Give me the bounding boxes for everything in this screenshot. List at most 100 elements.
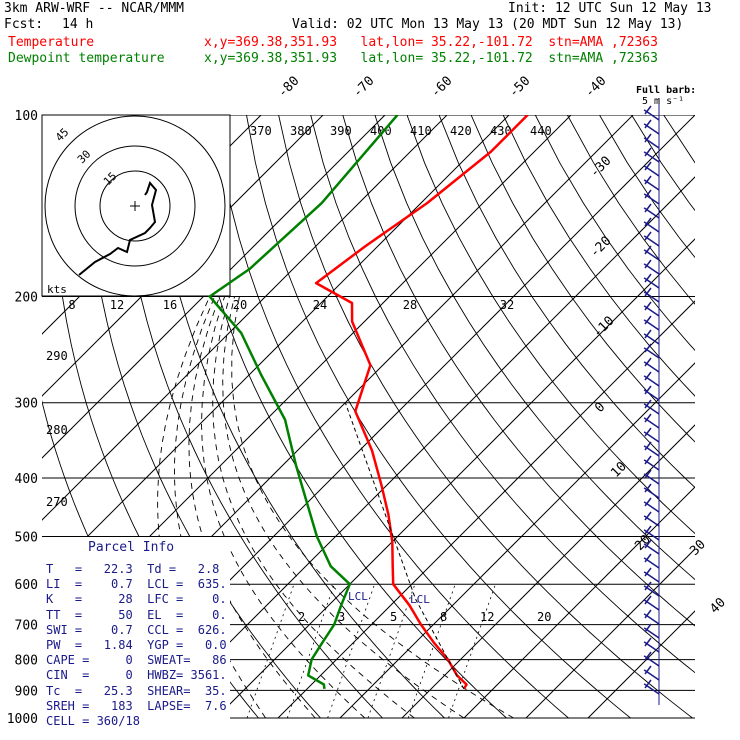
speed-tick-label: 20 <box>233 298 247 312</box>
parcel-info-row: PW = 1.84 YGP = 0.0 <box>46 638 227 653</box>
parcel-info-row: K = 28 LFC = 0. <box>46 592 227 607</box>
dry-adiabat-line <box>149 115 445 719</box>
hodograph-units-label: kts <box>47 283 67 296</box>
wind-barb-flag <box>644 623 652 633</box>
moist-adiabat-line <box>231 296 514 719</box>
dry-adiabat-line <box>310 115 695 674</box>
theta-label: 420 <box>450 124 472 138</box>
dewpoint-profile <box>208 115 399 690</box>
valid-time: Valid: 02 UTC Mon 13 May 13 (20 MDT Sun … <box>292 17 684 32</box>
wind-barb-flag <box>644 301 652 311</box>
dry-adiabat-line <box>534 115 695 351</box>
wind-barb-flag <box>644 511 652 521</box>
pressure-label: 600 <box>15 578 38 593</box>
wind-barb-flag <box>644 119 652 129</box>
wind-barb-flag <box>644 203 652 213</box>
dry-adiabat-line <box>406 115 695 535</box>
wind-barb-flag <box>644 217 652 227</box>
wind-barb-flag <box>644 553 652 563</box>
theta-label: 270 <box>46 495 68 509</box>
parcel-info-row: LI = 0.7 LCL = 635. <box>46 577 227 592</box>
wind-barb-flag <box>644 231 652 241</box>
pressure-label: 800 <box>15 654 38 669</box>
temperature-location: x,y=369.38,351.93 lat,lon= 35.22,-101.72… <box>204 35 658 50</box>
mixing-ratio-label: 12 <box>480 610 494 624</box>
parcel-info-row: SWI = 0.7 CCL = 626. <box>46 622 227 637</box>
parcel-path <box>344 402 465 690</box>
pressure-label: 1000 <box>7 712 38 727</box>
mixing-ratio-line <box>246 584 295 719</box>
forecast-label: Fcst: <box>4 17 44 32</box>
wind-barb-flag <box>644 441 652 451</box>
wind-barb-flag <box>644 595 652 605</box>
dry-adiabat-line <box>181 115 507 719</box>
isotherm-line <box>401 424 695 719</box>
parcel-info-row: TT = 50 EL = 0. <box>46 607 227 622</box>
isotherm-label: 30 <box>687 537 709 559</box>
wind-barb-flag <box>644 105 652 115</box>
isotherm-line <box>42 115 448 521</box>
parcel-info-row: CIN = 0 HWBZ= 3561. <box>46 668 227 683</box>
parcel-info-row: CELL = 360/18 <box>46 714 140 729</box>
theta-label: 430 <box>490 124 512 138</box>
parcel-info-table: T = 22.3 Td = 2.8 LI = 0.7 LCL = 635. K = … <box>46 562 230 729</box>
isotherm-label: 40 <box>707 595 729 617</box>
moist-adiabat-line <box>212 296 415 719</box>
pressure-label: 300 <box>15 397 38 412</box>
isotherm-label: -70 <box>350 74 377 101</box>
wind-barb-flag <box>644 161 652 171</box>
mixing-ratio-label: 8 <box>440 610 447 624</box>
wind-barb-flag <box>644 427 652 437</box>
isotherm-label: 0 <box>592 400 608 416</box>
speed-tick-label: 16 <box>163 298 177 312</box>
wind-barb-flag <box>644 413 652 423</box>
barb-key-value: 5 m s⁻¹ <box>642 96 684 107</box>
dry-adiabat-line <box>567 115 695 305</box>
wind-barb-flag <box>644 329 652 339</box>
dry-adiabat-line <box>438 115 695 489</box>
isotherm-label: -80 <box>275 74 302 101</box>
pressure-label: 700 <box>15 619 38 634</box>
moist-adiabat-line <box>174 296 266 719</box>
forecast-hour: 14 h <box>62 17 94 32</box>
wind-barb-flag <box>644 175 652 185</box>
theta-label: 440 <box>530 124 552 138</box>
isotherm-label: -40 <box>582 74 609 101</box>
model-title: 3km ARW-WRF -- NCAR/MMM <box>4 1 185 16</box>
isotherm-line <box>215 238 695 719</box>
hodograph-ring <box>99 170 171 242</box>
dry-adiabat-line <box>374 115 695 581</box>
pressure-label: 900 <box>15 684 38 699</box>
isotherm-line <box>42 115 386 459</box>
wind-barb-flag <box>644 357 652 367</box>
wind-barb-flag <box>644 189 652 199</box>
parcel-panel-bg <box>42 537 230 729</box>
moist-adiabat-line <box>201 296 366 719</box>
parcel-info-row: CAPE = 0 SWEAT= 86 <box>46 653 227 668</box>
theta-label: 290 <box>46 349 68 363</box>
temperature-legend: Temperature <box>8 35 95 50</box>
wind-barb-flag <box>644 133 652 143</box>
pressure-label: 500 <box>15 530 38 545</box>
temperature-profile <box>314 115 529 690</box>
theta-label: 370 <box>250 124 272 138</box>
pressure-label: 200 <box>15 291 38 306</box>
wind-barb-flag <box>644 469 652 479</box>
dry-adiabat-line <box>278 115 693 719</box>
wind-barb-flag <box>644 525 652 535</box>
isotherm-line <box>463 486 695 719</box>
wind-barb-flag <box>644 679 652 689</box>
pressure-label: 400 <box>15 472 38 487</box>
mixing-ratio-label: 20 <box>537 610 551 624</box>
parcel-info-row: Tc = 25.3 SHEAR= 35. <box>46 683 227 698</box>
mixing-ratio-line <box>448 584 496 719</box>
speed-tick-label: 8 <box>68 298 75 312</box>
wind-barb-flag <box>644 609 652 619</box>
init-time: Init: 12 UTC Sun 12 May 13 <box>508 1 712 16</box>
parcel-info-row: T = 22.3 Td = 2.8 <box>46 562 220 576</box>
wind-barb-flag <box>644 455 652 465</box>
theta-label: 410 <box>410 124 432 138</box>
parcel-info-title: Parcel Info <box>88 540 175 555</box>
mixing-ratio-label: 2 <box>298 610 305 624</box>
